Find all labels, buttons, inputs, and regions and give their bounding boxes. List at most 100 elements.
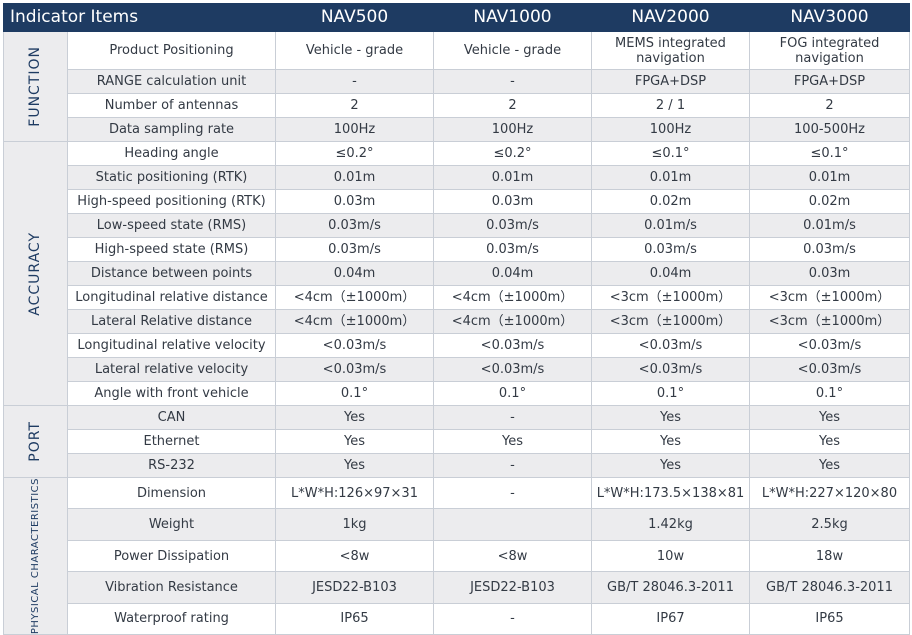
indicator-item-label: High-speed positioning (RTK) [67, 189, 276, 214]
table-row: Lateral relative velocity <0.03m/s <0.03m/… [4, 357, 910, 382]
category-port: PORT [3, 405, 68, 478]
indicator-item-label: Longitudinal relative velocity [67, 333, 276, 358]
value-cell-nav2000: 100Hz [591, 117, 750, 142]
value-cell-nav1000 [433, 508, 592, 541]
value-cell-nav3000: IP65 [749, 602, 910, 635]
value-cell-nav1000: - [433, 476, 592, 510]
table-row: Data sampling rate 100Hz 100Hz 100Hz 100-500… [4, 117, 910, 142]
category-accuracy: ACCURACY [3, 141, 68, 406]
table-row: Low-speed state (RMS) 0.03m/s 0.03m/s 0.01m… [4, 213, 910, 238]
value-cell-nav1000: <8w [433, 539, 592, 573]
value-cell-nav1000: JESD22-B103 [433, 571, 592, 604]
indicator-item-label: Ethernet [67, 429, 276, 454]
value-cell-nav500: 0.04m [275, 261, 434, 286]
value-cell-nav2000: 0.02m [591, 189, 750, 214]
value-cell-nav3000: Yes [749, 405, 910, 430]
value-cell-nav2000: 10w [591, 539, 750, 573]
indicator-item-label: RS-232 [67, 453, 276, 478]
category-label: ACCURACY [27, 231, 43, 316]
value-cell-nav1000: - [433, 453, 592, 478]
value-cell-nav2000: <0.03m/s [591, 357, 750, 382]
table-row: Longitudinal relative velocity <0.03m/s <0… [4, 333, 910, 358]
value-cell-nav3000: <0.03m/s [749, 333, 910, 358]
category-label: PHYSICAL CHARACTERISTICS [30, 478, 41, 635]
indicator-item-label: Longitudinal relative distance [67, 285, 276, 310]
table-row: RANGE calculation unit - - FPGA+DSP FPGA+DSP [4, 69, 910, 94]
value-cell-nav500: <8w [275, 539, 434, 573]
category-label: PORT [27, 421, 43, 462]
value-cell-nav500: <4cm（±1000m） [275, 309, 434, 334]
value-cell-nav500: 0.03m/s [275, 237, 434, 262]
value-cell-nav3000: 0.01m [749, 165, 910, 190]
value-cell-nav1000: Yes [433, 429, 592, 454]
value-cell-nav1000: 0.03m/s [433, 237, 592, 262]
value-cell-nav2000: <0.03m/s [591, 333, 750, 358]
table-row: PORT CAN Yes - Yes Yes [3, 405, 910, 478]
value-cell-nav2000: GB/T 28046.3-2011 [591, 571, 750, 604]
value-cell-nav500: 0.01m [275, 165, 434, 190]
indicator-item-label: Number of antennas [67, 93, 276, 118]
spec-table: Indicator Items NAV500 NAV1000 NAV2000 N… [3, 3, 910, 635]
table-row: RS-232 Yes - Yes Yes [4, 453, 910, 478]
category-physical-characteristics: PHYSICAL CHARACTERISTICS [3, 476, 68, 635]
indicator-item-label: High-speed state (RMS) [67, 237, 276, 262]
value-cell-nav2000: 0.04m [591, 261, 750, 286]
table-row: FUNCTION Product Positioning Vehicle - gra… [3, 31, 910, 142]
indicator-item-label: RANGE calculation unit [67, 69, 276, 94]
value-cell-nav2000: Yes [591, 405, 750, 430]
category-label-wrapper: ACCURACY [5, 143, 67, 405]
value-cell-nav500: 0.03m/s [275, 213, 434, 238]
value-cell-nav500: Yes [275, 429, 434, 454]
value-cell-nav3000: 18w [749, 539, 910, 573]
value-cell-nav3000: 0.03m [749, 261, 910, 286]
value-cell-nav500: 0.03m [275, 189, 434, 214]
value-cell-nav3000: 0.01m/s [749, 213, 910, 238]
header-indicator-items: Indicator Items [3, 3, 276, 32]
table-row: Longitudinal relative distance <4cm（±1000… [4, 285, 910, 310]
table-row: ACCURACY Heading angle ≤0.2° ≤0.2° ≤0.1° ≤0.1… [3, 141, 910, 406]
category-label-wrapper: PORT [5, 407, 67, 477]
value-cell-nav2000: Yes [591, 453, 750, 478]
indicator-item-label: Static positioning (RTK) [67, 165, 276, 190]
value-cell-nav500: <0.03m/s [275, 333, 434, 358]
indicator-item-label: Power Dissipation [67, 539, 276, 573]
value-cell-nav2000: 0.01m/s [591, 213, 750, 238]
value-cell-nav3000: 2 [749, 93, 910, 118]
indicator-item-label: Vibration Resistance [67, 571, 276, 604]
indicator-item-label: Lateral relative velocity [67, 357, 276, 382]
value-cell-nav1000: 100Hz [433, 117, 592, 142]
table-row: High-speed state (RMS) 0.03m/s 0.03m/s 0.03… [4, 237, 910, 262]
value-cell-nav2000: Yes [591, 429, 750, 454]
value-cell-nav1000: <4cm（±1000m） [433, 285, 592, 310]
table-row: Ethernet Yes Yes Yes Yes [4, 429, 910, 454]
value-cell-nav2000: FPGA+DSP [591, 69, 750, 94]
value-cell-nav1000: 0.04m [433, 261, 592, 286]
value-cell-nav2000: 0.1° [591, 381, 750, 406]
value-cell-nav1000: 0.01m [433, 165, 592, 190]
table-row: PHYSICAL CHARACTERISTICS Dimension L*W*H:1… [3, 476, 910, 635]
value-cell-nav1000: <0.03m/s [433, 357, 592, 382]
value-cell-nav2000: 0.01m [591, 165, 750, 190]
indicator-item-label: Dimension [67, 476, 276, 510]
table-row: High-speed positioning (RTK) 0.03m 0.03m 0.… [4, 189, 910, 214]
indicator-item-label: Product Positioning [67, 31, 276, 70]
value-cell-nav3000: 0.1° [749, 381, 910, 406]
value-cell-nav3000: Yes [749, 453, 910, 478]
header-row: Indicator Items NAV500 NAV1000 NAV2000 N… [3, 3, 910, 32]
header-product-nav500: NAV500 [275, 3, 434, 32]
value-cell-nav500: Yes [275, 405, 434, 430]
category-function: FUNCTION [3, 31, 68, 142]
value-cell-nav1000: 0.03m/s [433, 213, 592, 238]
value-cell-nav2000: <3cm（±1000m） [591, 285, 750, 310]
value-cell-nav500: 2 [275, 93, 434, 118]
value-cell-nav1000: 2 [433, 93, 592, 118]
value-cell-nav1000: 0.03m [433, 189, 592, 214]
value-cell-nav500: L*W*H:126×97×31 [275, 476, 434, 510]
value-cell-nav1000: - [433, 69, 592, 94]
table-row: Vibration Resistance JESD22-B103 JESD22-B1… [4, 571, 910, 604]
table-row: Static positioning (RTK) 0.01m 0.01m 0.01m 0… [4, 165, 910, 190]
value-cell-nav3000: FOG integrated navigation [749, 31, 910, 70]
table-header: Indicator Items NAV500 NAV1000 NAV2000 N… [3, 3, 910, 32]
category-label: FUNCTION [27, 46, 43, 127]
value-cell-nav3000: 0.03m/s [749, 237, 910, 262]
